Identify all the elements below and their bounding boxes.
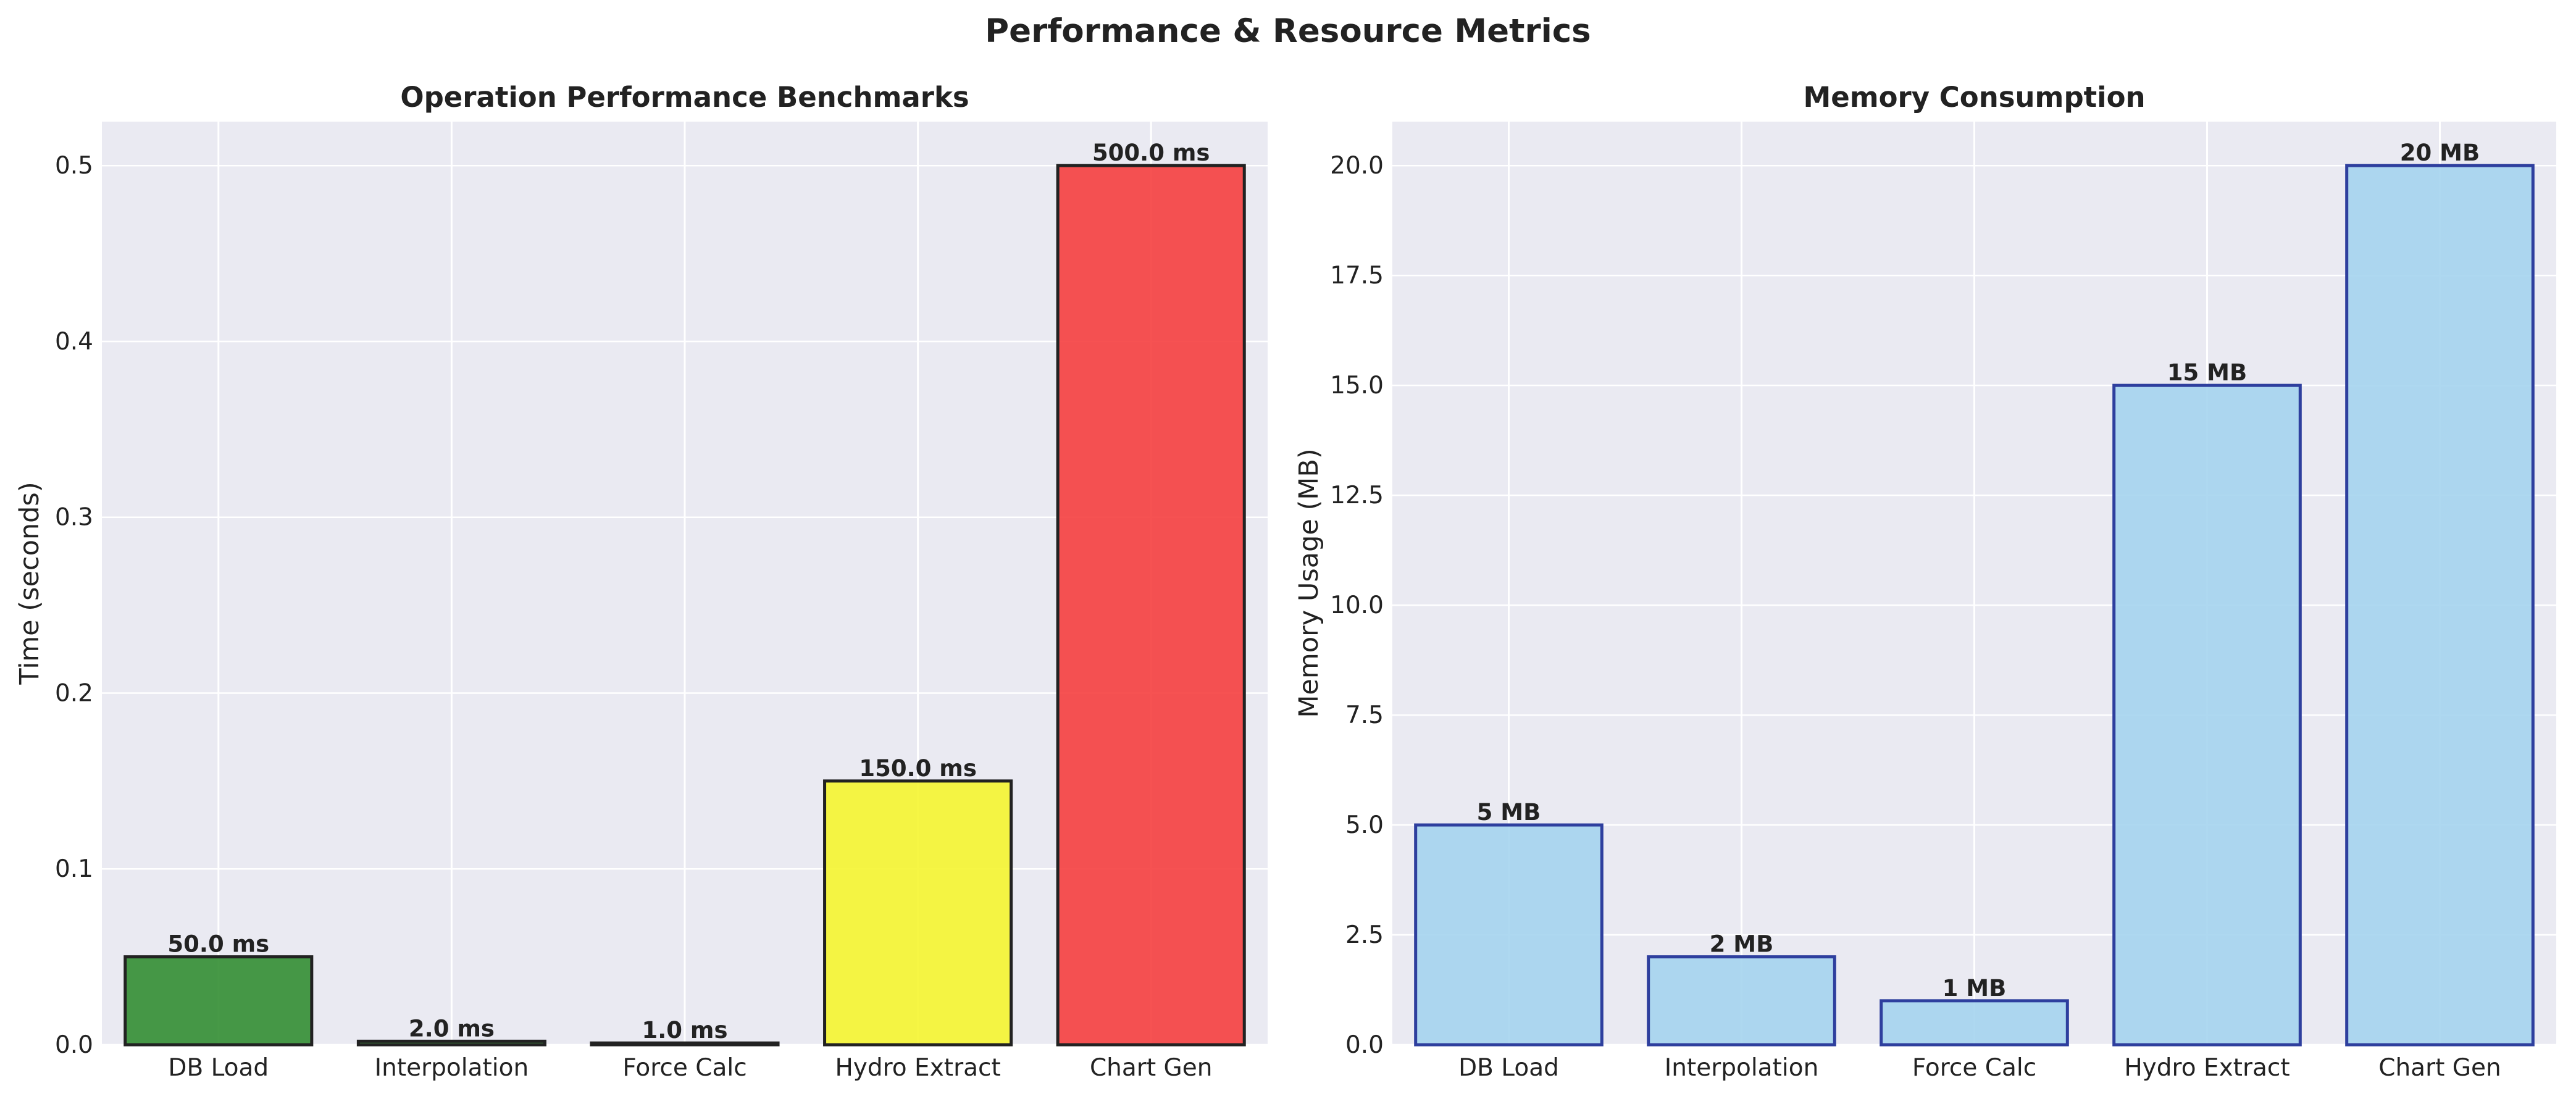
data-label: 2.0 ms	[409, 1015, 495, 1042]
data-label: 5 MB	[1477, 799, 1541, 826]
y-tick-label: 0.4	[55, 328, 93, 356]
x-tick-label: Hydro Extract	[835, 1054, 1000, 1082]
bar-interpolation	[356, 1039, 546, 1047]
y-tick-label: 15.0	[1330, 372, 1384, 399]
performance-chart: 50.0 ms 2.0 ms 1.0 ms 150.0 ms 500.0 ms 0.0 0.…	[14, 81, 1268, 1082]
y-tick-label: 17.5	[1330, 262, 1384, 290]
x-tick-label: Chart Gen	[2378, 1054, 2501, 1082]
x-tick-label: Interpolation	[1665, 1054, 1819, 1082]
y-tick-label: 0.0	[55, 1031, 93, 1059]
bar-db-load	[123, 955, 314, 1047]
data-label: 2 MB	[1710, 931, 1774, 958]
figure-title: Performance & Resource Metrics	[985, 12, 1591, 50]
bar-db-load	[1414, 823, 1604, 1047]
bar-force-calc	[590, 1041, 780, 1047]
data-label: 500.0 ms	[1092, 140, 1210, 166]
bar-hydro-extract	[2112, 383, 2302, 1047]
y-tick-label: 2.5	[1345, 921, 1384, 949]
y-tick-label: 0.0	[1345, 1031, 1384, 1059]
x-tick-label: Hydro Extract	[2124, 1054, 2290, 1082]
y-tick-label: 7.5	[1345, 701, 1384, 729]
data-label: 1.0 ms	[642, 1017, 727, 1044]
y-axis-label: Memory Usage (MB)	[1294, 448, 1324, 717]
data-label: 20 MB	[2400, 140, 2480, 166]
panel-title: Operation Performance Benchmarks	[400, 81, 969, 114]
y-axis-label: Time (seconds)	[14, 482, 45, 685]
data-label: 150.0 ms	[859, 755, 977, 782]
x-tick-label: DB Load	[168, 1054, 269, 1082]
bar-chart-gen	[2345, 164, 2535, 1047]
bar-chart-gen	[1056, 164, 1246, 1047]
y-tick-label: 20.0	[1330, 152, 1384, 180]
data-label: 50.0 ms	[167, 931, 269, 958]
y-tick-label: 0.2	[55, 679, 93, 707]
y-tick-label: 12.5	[1330, 482, 1384, 509]
memory-chart: 5 MB 2 MB 1 MB 15 MB 20 MB 0.0 2.5 5.0 7.5 10.0 12…	[1294, 81, 2556, 1082]
y-tick-label: 10.0	[1330, 592, 1384, 619]
x-tick-label: Chart Gen	[1090, 1054, 1213, 1082]
data-label: 15 MB	[2167, 359, 2247, 386]
bar-interpolation	[1647, 955, 1836, 1047]
y-tick-label: 5.0	[1345, 811, 1384, 839]
y-tick-label: 0.3	[55, 504, 93, 532]
x-tick-label: DB Load	[1458, 1054, 1559, 1082]
bar-hydro-extract	[823, 779, 1013, 1047]
x-tick-label: Force Calc	[622, 1054, 746, 1082]
x-tick-label: Force Calc	[1912, 1054, 2036, 1082]
bar-force-calc	[1880, 999, 2069, 1047]
y-tick-label: 0.5	[55, 152, 93, 180]
panel-title: Memory Consumption	[1803, 81, 2145, 114]
data-label: 1 MB	[1942, 975, 2007, 1002]
y-tick-label: 0.1	[55, 855, 93, 883]
x-tick-label: Interpolation	[375, 1054, 529, 1082]
